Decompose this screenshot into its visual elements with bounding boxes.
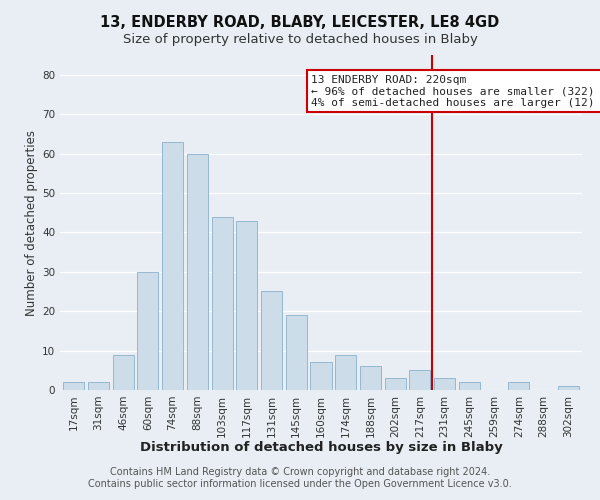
Bar xyxy=(310,362,332,390)
Bar xyxy=(63,382,84,390)
Y-axis label: Number of detached properties: Number of detached properties xyxy=(25,130,38,316)
Bar xyxy=(212,216,233,390)
Bar xyxy=(335,354,356,390)
Bar xyxy=(434,378,455,390)
Text: Size of property relative to detached houses in Blaby: Size of property relative to detached ho… xyxy=(122,32,478,46)
Bar xyxy=(558,386,579,390)
Bar xyxy=(508,382,529,390)
Bar xyxy=(261,292,282,390)
Bar xyxy=(162,142,183,390)
Bar xyxy=(360,366,381,390)
Bar xyxy=(409,370,430,390)
X-axis label: Distribution of detached houses by size in Blaby: Distribution of detached houses by size … xyxy=(140,441,502,454)
Bar xyxy=(459,382,480,390)
Bar xyxy=(137,272,158,390)
Text: 13, ENDERBY ROAD, BLABY, LEICESTER, LE8 4GD: 13, ENDERBY ROAD, BLABY, LEICESTER, LE8 … xyxy=(100,15,500,30)
Bar xyxy=(385,378,406,390)
Bar xyxy=(236,220,257,390)
Bar xyxy=(187,154,208,390)
Text: 13 ENDERBY ROAD: 220sqm
← 96% of detached houses are smaller (322)
4% of semi-de: 13 ENDERBY ROAD: 220sqm ← 96% of detache… xyxy=(311,74,600,108)
Bar xyxy=(286,315,307,390)
Text: Contains HM Land Registry data © Crown copyright and database right 2024.
Contai: Contains HM Land Registry data © Crown c… xyxy=(88,468,512,489)
Bar xyxy=(88,382,109,390)
Bar xyxy=(113,354,134,390)
